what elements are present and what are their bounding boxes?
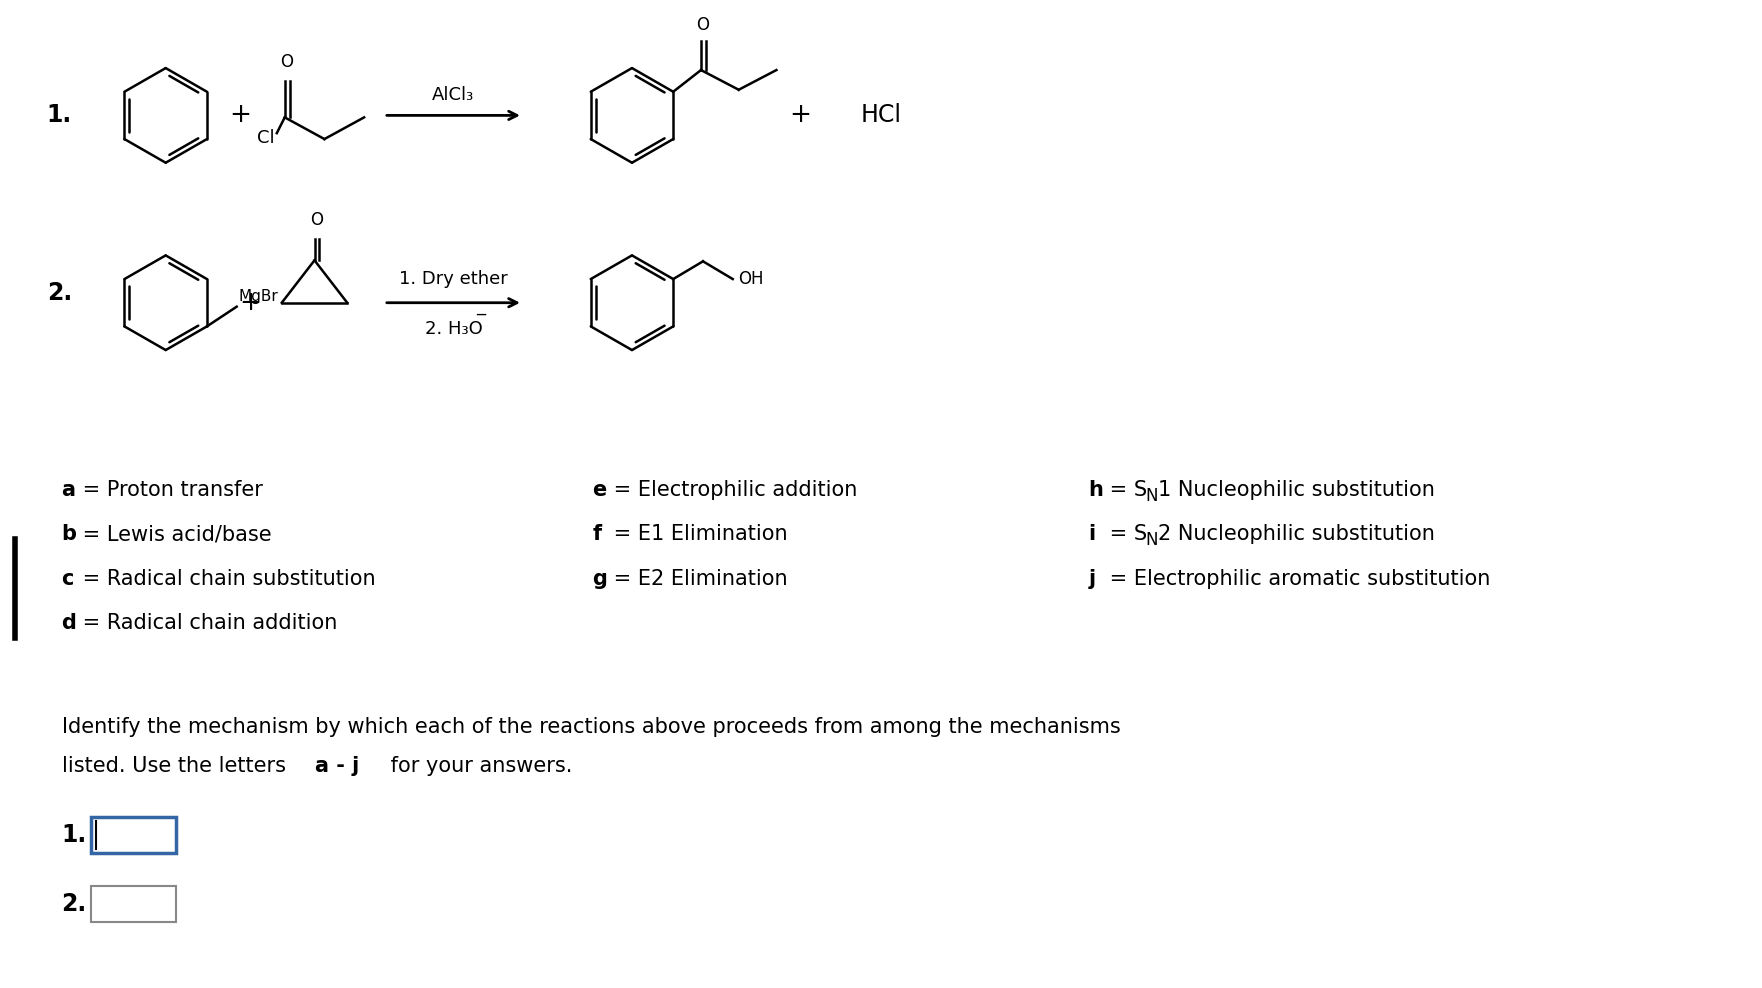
Text: N: N (1145, 487, 1158, 505)
Bar (92, 817, 176, 853)
Text: = S: = S (1103, 480, 1147, 500)
Text: j: j (1089, 569, 1096, 589)
Text: f: f (592, 525, 601, 544)
Text: +: + (240, 289, 261, 316)
Text: O: O (280, 53, 292, 71)
Bar (92, 886, 176, 922)
Text: = Lewis acid/base: = Lewis acid/base (76, 525, 271, 544)
Text: O: O (310, 210, 322, 229)
Text: = Radical chain substitution: = Radical chain substitution (76, 569, 375, 589)
Text: HCl: HCl (860, 104, 900, 127)
Text: 1 Nucleophilic substitution: 1 Nucleophilic substitution (1158, 480, 1434, 500)
Text: g: g (592, 569, 608, 589)
Text: +: + (789, 103, 812, 128)
Text: 2. H₃O: 2. H₃O (425, 320, 483, 339)
Text: d: d (62, 614, 76, 633)
Text: e: e (592, 480, 606, 500)
Text: O: O (696, 16, 710, 34)
Text: = S: = S (1103, 525, 1147, 544)
Text: OH: OH (738, 270, 763, 288)
Text: = Radical chain addition: = Radical chain addition (76, 614, 338, 633)
Text: N: N (1145, 532, 1158, 549)
Text: 2.: 2. (62, 892, 86, 916)
Text: listed. Use the letters: listed. Use the letters (62, 756, 292, 777)
Text: a: a (62, 480, 76, 500)
Text: +: + (229, 103, 252, 128)
Text: 1.: 1. (62, 823, 86, 847)
Text: = Proton transfer: = Proton transfer (76, 480, 263, 500)
Text: 1.: 1. (46, 104, 72, 127)
Text: Cl: Cl (257, 129, 275, 147)
Text: Identify the mechanism by which each of the reactions above proceeds from among : Identify the mechanism by which each of … (62, 716, 1121, 737)
Text: 1. Dry ether: 1. Dry ether (398, 270, 507, 288)
Text: c: c (62, 569, 74, 589)
Text: for your answers.: for your answers. (384, 756, 573, 777)
Text: = E2 Elimination: = E2 Elimination (608, 569, 788, 589)
Text: 2 Nucleophilic substitution: 2 Nucleophilic substitution (1158, 525, 1434, 544)
Text: b: b (62, 525, 76, 544)
Text: a - j: a - j (314, 756, 359, 777)
Text: = Electrophilic addition: = Electrophilic addition (608, 480, 858, 500)
Text: i: i (1089, 525, 1096, 544)
Text: AlCl₃: AlCl₃ (432, 86, 474, 104)
Text: MgBr: MgBr (238, 288, 278, 303)
Text: = E1 Elimination: = E1 Elimination (608, 525, 788, 544)
Text: 2.: 2. (46, 281, 72, 305)
Text: h: h (1089, 480, 1103, 500)
Text: = Electrophilic aromatic substitution: = Electrophilic aromatic substitution (1103, 569, 1491, 589)
